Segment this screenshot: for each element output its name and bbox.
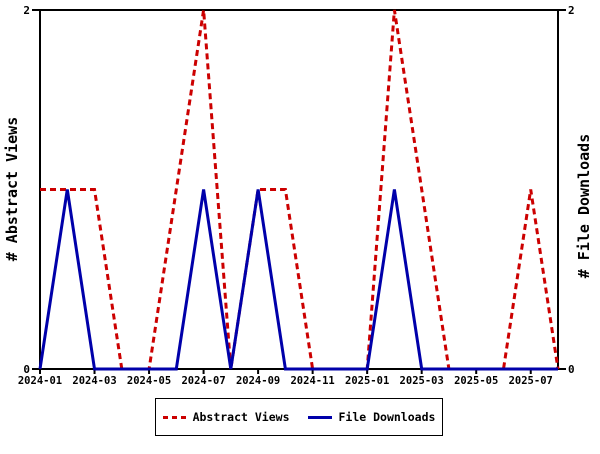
right-y-axis-title: # File Downloads xyxy=(575,134,593,279)
x-axis-tick-label: 2024-09 xyxy=(236,375,280,387)
plot-frame xyxy=(39,9,559,370)
x-axis-tick-label: 2024-07 xyxy=(181,375,225,387)
left-y-axis-tick-label: 2 xyxy=(23,4,30,17)
legend-item-abstract-views: Abstract Views xyxy=(162,410,290,424)
legend-label-file-downloads: File Downloads xyxy=(338,410,436,424)
left-y-axis-tick-label: 0 xyxy=(23,363,30,376)
file-downloads-solid-line-swatch xyxy=(307,415,332,419)
x-axis-tick-label: 2025-05 xyxy=(454,375,498,387)
x-axis-tick-label: 2024-03 xyxy=(72,375,116,387)
x-axis-tick-label: 2025-07 xyxy=(509,375,553,387)
right-y-axis-tick-label: 0 xyxy=(568,363,575,376)
file-downloads-line xyxy=(38,189,558,371)
chart-legend: Abstract Views File Downloads xyxy=(155,398,443,436)
right-y-axis-tick-label: 2 xyxy=(568,4,575,17)
left-y-axis-title: # Abstract Views xyxy=(3,117,21,262)
abstract-views-line xyxy=(40,9,560,371)
x-axis-tick-label: 2024-05 xyxy=(127,375,171,387)
x-axis-tick-label: 2025-03 xyxy=(400,375,444,387)
legend-label-abstract-views: Abstract Views xyxy=(192,410,290,424)
legend-item-file-downloads: File Downloads xyxy=(307,410,436,424)
x-axis-tick-label: 2025-01 xyxy=(345,375,389,387)
abstract-views-dashed-line-swatch xyxy=(162,415,186,419)
x-axis-tick-label: 2024-01 xyxy=(18,375,62,387)
x-axis-tick-label: 2024-11 xyxy=(290,375,334,387)
